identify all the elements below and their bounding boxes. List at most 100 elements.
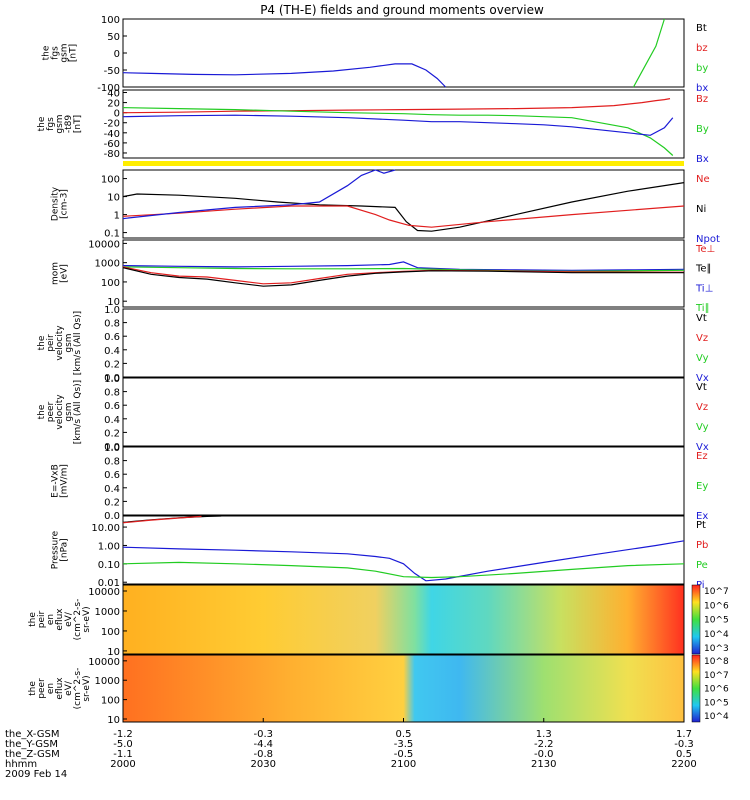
colorbar-tick-label: 10^6 [704,601,729,611]
x-row-value: 1.7 [676,729,692,740]
panel-5: 1.0 0.8 0.6 0.4 0.2 0.0 thepeirvelocitygsm[km/… [37,305,709,384]
x-row-value: -0.3 [253,729,273,740]
y-tick-label: 0.4 [104,346,120,357]
panel-frame [122,308,685,378]
x-row-value: -0.0 [534,749,554,760]
y-axis-label: thepeerenefluxeV/(cm^2-s-sr-eV) [28,668,92,710]
panel-9: 10^7 10^6 10^5 10^4 10^3 10000 1000 100 10 thepei… [28,584,729,658]
colorbar-tick-label: 10^7 [704,587,729,597]
x-row-value: 0.5 [396,729,412,740]
y-tick-label: 0.6 [104,332,120,343]
y-tick-label: 0.0 [104,511,120,522]
y-tick-label: 0.2 [104,428,120,439]
colorbar: 10^8 10^7 10^6 10^5 10^4 [691,654,729,723]
series-line [122,114,674,136]
y-tick-label: -40 [104,129,120,140]
x-row-value: 0.5 [676,749,692,760]
x-row-value: -1.1 [113,749,133,760]
legend-entry: Vt [696,382,707,393]
legend-entry: Vx [696,442,709,453]
y-tick-label: 0.2 [104,497,120,508]
y-axis-label: mom[eV] [51,262,70,285]
y-tick-label: 10 [107,647,120,658]
x-row-value: -2.2 [534,739,554,750]
legend-entry: Te⊥ [695,244,715,255]
x-row-value: -3.5 [394,739,414,750]
panel-frame [122,169,685,239]
panel-frame [122,446,685,516]
colorbar-tick-label: 10^6 [704,685,729,695]
spectrogram [123,585,684,654]
spectrogram [123,655,684,722]
x-row-value: 2030 [251,759,276,770]
y-tick-label: 1.0 [104,305,120,316]
legend-entry: Ex [696,511,708,522]
legend-entry: Vx [696,373,709,384]
legend-entry: Pt [696,520,706,531]
series-line [122,540,685,582]
y-tick-label: 0.01 [98,578,120,589]
x-row-value: -5.0 [113,739,133,750]
y-tick-label: 100 [101,175,120,186]
y-tick-label: 1.0 [104,374,120,385]
legend-entry: Bx [696,154,709,165]
legend-entry: Pb [696,540,708,551]
panel-frame [122,377,685,447]
series-line [122,63,447,88]
panel-frame [122,18,685,88]
y-tick-label: 100 [101,278,120,289]
series-line [632,18,665,88]
legend-entry: Pe [696,560,708,571]
y-tick-label: 0.10 [98,560,120,571]
x-row-label: the_Y-GSM [5,739,58,750]
y-tick-label: 0 [114,109,120,120]
y-tick-label: 0.8 [104,319,120,330]
panel-3: 100 10 1 0.1 Density[cm-3] Ne Ni Npot [51,169,720,245]
colorbar-scale [691,584,701,655]
x-row-value: 2200 [671,759,696,770]
y-axis-label: thepeirenefluxeV/(cm^2-s-sr-eV) [28,599,92,641]
series-line [122,561,685,579]
x-row-value: -0.3 [674,739,694,750]
y-tick-label: 0.0 [104,442,120,453]
panels: 100500-50-100thefgsgsm[nT]Btbzbybx40200-… [28,15,729,726]
y-tick-label: -50 [104,66,120,77]
colorbar-tick-label: 10^4 [704,630,729,640]
panel-frame [122,239,685,308]
y-tick-label: 20 [107,99,120,110]
y-axis-label: thefgsgsm-t89[nT] [37,114,83,133]
date-label: 2009 Feb 14 [5,769,67,780]
y-tick-label: 10 [107,715,120,726]
legend-entry: Te∥ [695,264,712,275]
y-tick-label: 10.00 [91,523,120,534]
y-tick-label: 0 [114,49,120,60]
x-row-value: -4.4 [253,739,273,750]
legend-entry: Vt [696,313,707,324]
y-tick-label: -20 [104,119,120,130]
y-tick-label: 1000 [95,607,120,618]
x-row-value: 1.3 [536,729,552,740]
series-line [122,267,684,287]
figure-title: P4 (TH-E) fields and ground moments over… [260,3,544,17]
x-row-value: 2100 [391,759,416,770]
y-tick-label: 0.6 [104,401,120,412]
y-axis-label: thepeervelocitygsm[km/s (All Qs)] [37,380,83,444]
x-row-label: the_X-GSM [5,729,59,740]
legend-entry: Ti∥ [695,303,710,314]
series-line [122,266,685,273]
legend-entry: Ez [696,451,708,462]
colorbar: 10^7 10^6 10^5 10^4 10^3 [691,584,729,655]
y-tick-label: 100 [101,696,120,707]
colorbar-scale [691,654,701,723]
legend-entry: Ni [696,204,706,215]
legend-entry: bz [696,43,708,54]
colorbar-tick-label: 10^4 [704,712,729,722]
y-tick-label: 10 [107,297,120,308]
y-tick-label: 50 [107,32,120,43]
panel-frame [122,89,685,159]
y-tick-label: 100 [101,15,120,26]
colorbar-tick-label: 10^3 [704,644,729,654]
